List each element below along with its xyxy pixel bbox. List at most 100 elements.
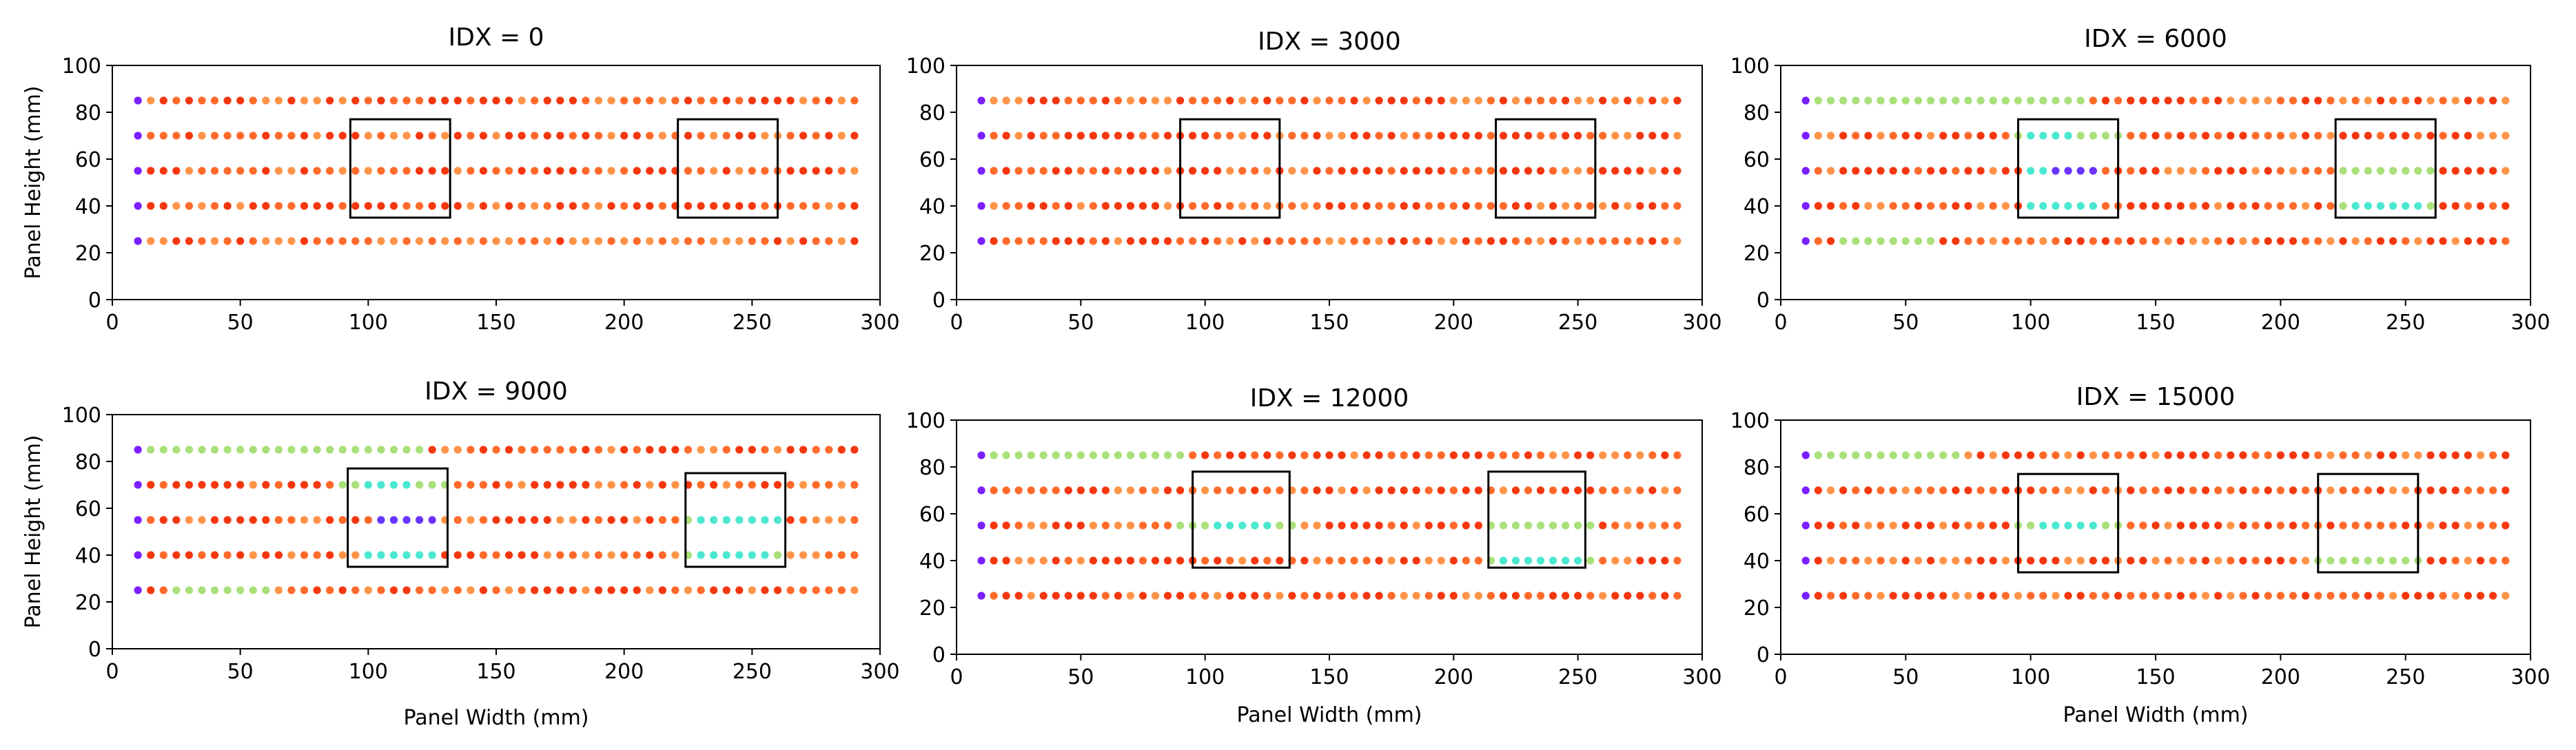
sensor-point — [147, 167, 155, 175]
sensor-point — [2151, 521, 2160, 530]
sensor-point — [1076, 592, 1085, 600]
sensor-point — [1251, 132, 1259, 140]
sensor-point — [198, 481, 206, 489]
sensor-point — [1251, 521, 1259, 530]
sensor-point — [1852, 202, 1860, 210]
sensor-point — [2426, 132, 2435, 140]
sensor-point — [172, 202, 181, 210]
sensor-point — [1976, 592, 1985, 600]
sensor-point — [646, 586, 654, 594]
panel-title: IDX = 3000 — [1258, 28, 1401, 56]
region-box — [2017, 472, 2120, 574]
sensor-point — [1163, 167, 1172, 175]
sensor-point — [274, 237, 283, 245]
sensor-point — [786, 551, 795, 559]
sensor-point — [2264, 592, 2272, 600]
sensor-point — [1226, 96, 1234, 105]
sensor-point — [2027, 521, 2035, 530]
sensor-point — [2064, 592, 2072, 600]
sensor-point — [2076, 486, 2085, 494]
sensor-point — [1624, 592, 1632, 600]
sensor-point — [2439, 486, 2447, 494]
sensor-point — [479, 516, 488, 524]
panel-title: IDX = 15000 — [2076, 383, 2236, 411]
sensor-point — [607, 202, 615, 210]
sensor-point — [1276, 486, 1284, 494]
sensor-point — [2151, 486, 2160, 494]
sensor-point — [1901, 556, 1910, 565]
sensor-point — [1002, 237, 1010, 245]
sensor-point — [1089, 237, 1097, 245]
sensor-point — [1437, 96, 1445, 105]
sensor-point — [2364, 202, 2372, 210]
sensor-point — [159, 202, 167, 210]
sensor-point — [1387, 132, 1396, 140]
sensor-point — [531, 96, 539, 105]
sensor-point — [850, 132, 859, 140]
sensor-point — [1939, 132, 1948, 140]
sensor-point — [2376, 167, 2384, 175]
sensor-point — [1027, 486, 1035, 494]
sensor-point — [1412, 237, 1420, 245]
sensor-point — [2414, 96, 2422, 105]
sensor-point — [658, 586, 666, 594]
sensor-point — [467, 446, 475, 454]
sensor-point — [1014, 556, 1023, 565]
sensor-point — [1362, 202, 1371, 210]
sensor-point — [2314, 592, 2322, 600]
sensor-point — [2101, 202, 2110, 210]
sensor-point — [1586, 237, 1595, 245]
sensor-point — [1801, 486, 1810, 494]
sensor-point — [2214, 592, 2222, 600]
sensor-point — [2276, 486, 2284, 494]
sensor-point — [2189, 202, 2197, 210]
sensor-point — [300, 586, 309, 594]
sensor-point — [274, 202, 283, 210]
sensor-point — [467, 551, 475, 559]
sensor-point — [2239, 96, 2247, 105]
sensor-point — [364, 481, 372, 489]
sensor-point — [594, 237, 603, 245]
sensor-point — [1338, 96, 1346, 105]
sensor-point — [1524, 237, 1533, 245]
sensor-point — [441, 167, 449, 175]
sensor-point — [837, 481, 846, 489]
sensor-point — [2439, 167, 2447, 175]
sensor-point — [748, 551, 756, 559]
sensor-point — [1462, 486, 1470, 494]
sensor-point — [1889, 96, 1897, 105]
sensor-point — [428, 481, 436, 489]
sensor-point — [1338, 556, 1346, 565]
sensor-point — [2176, 96, 2185, 105]
y-tick-label: 40 — [919, 195, 945, 219]
sensor-point — [2289, 521, 2298, 530]
sensor-point — [300, 446, 309, 454]
sensor-point — [684, 586, 693, 594]
sensor-point — [1375, 556, 1383, 565]
sensor-point — [1002, 167, 1010, 175]
sensor-point — [1952, 451, 1960, 459]
sensor-point — [1288, 167, 1296, 175]
sensor-point — [1549, 556, 1557, 565]
y-tick-label: 100 — [1730, 54, 1770, 79]
panel-title: IDX = 9000 — [425, 377, 568, 406]
sensor-point — [1801, 96, 1810, 105]
sensor-point — [2376, 556, 2384, 565]
sensor-point — [1964, 237, 1972, 245]
sensor-point — [2351, 167, 2360, 175]
sensor-point — [1014, 592, 1023, 600]
sensor-point — [492, 132, 500, 140]
sensor-point — [2127, 592, 2135, 600]
sensor-point — [825, 167, 833, 175]
sensor-point — [262, 551, 270, 559]
sensor-point — [1449, 451, 1458, 459]
sensor-point — [416, 551, 424, 559]
sensor-point — [1226, 592, 1234, 600]
sensor-point — [710, 446, 718, 454]
sensor-point — [646, 237, 654, 245]
sensor-point — [1927, 556, 1935, 565]
sensor-point — [1251, 451, 1259, 459]
sensor-point — [2251, 486, 2260, 494]
sensor-point — [364, 237, 372, 245]
sensor-point — [531, 586, 539, 594]
